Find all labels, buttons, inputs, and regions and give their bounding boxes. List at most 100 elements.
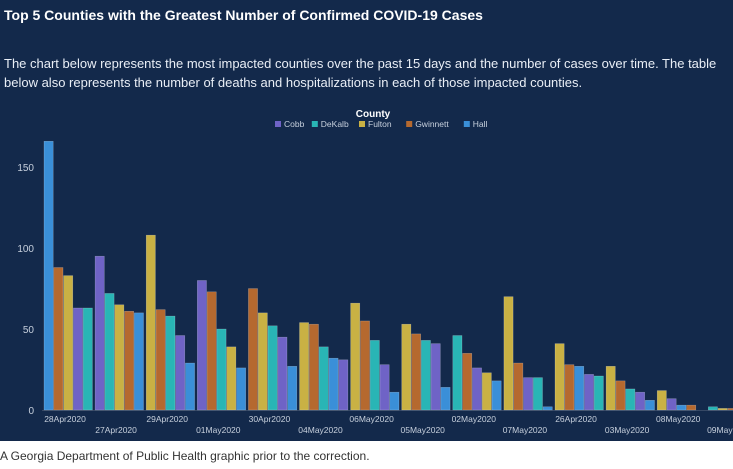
y-tick-label: 0 — [28, 406, 34, 417]
legend-swatch-cobb[interactable] — [275, 121, 281, 127]
bar-gwinnett[interactable] — [155, 309, 166, 411]
chart-description: The chart below represents the most impa… — [4, 56, 717, 90]
legend-swatch-dekalb[interactable] — [311, 121, 318, 127]
bar-gwinnett[interactable] — [53, 267, 64, 411]
bar-dekalb[interactable] — [318, 346, 329, 411]
bar-fulton[interactable] — [63, 275, 74, 411]
y-tick-label: 150 — [17, 163, 34, 174]
x-tick-label: 03May2020 — [605, 425, 650, 435]
bar-dekalb[interactable] — [165, 315, 176, 411]
x-tick-label: 07May2020 — [503, 425, 548, 435]
legend-title: County — [356, 109, 391, 120]
y-axis: 0 50 100 150 — [17, 163, 34, 417]
bar-series — [43, 140, 733, 411]
legend-label-hall[interactable]: Hall — [473, 119, 488, 129]
y-tick-label: 100 — [17, 244, 34, 255]
bar-fulton[interactable] — [257, 312, 268, 411]
x-tick-label: 06May2020 — [349, 414, 394, 424]
bar-gwinnett[interactable] — [615, 380, 626, 411]
bar-gwinnett[interactable] — [727, 408, 733, 411]
bar-cobb[interactable] — [430, 343, 441, 411]
bar-fulton[interactable] — [717, 408, 728, 411]
legend-label-gwinnett[interactable]: Gwinnett — [415, 119, 449, 129]
bar-hall[interactable] — [491, 380, 502, 411]
x-tick-label: 28Apr2020 — [44, 414, 86, 424]
bar-hall[interactable] — [43, 140, 54, 411]
bar-fulton[interactable] — [299, 322, 309, 411]
bar-cobb[interactable] — [523, 377, 533, 411]
legend-swatch-gwinnett[interactable] — [406, 121, 413, 127]
bar-hall[interactable] — [542, 406, 553, 411]
bar-dekalb[interactable] — [625, 388, 636, 411]
x-tick-label: 02May2020 — [452, 414, 497, 424]
bar-hall[interactable] — [185, 362, 195, 411]
bar-hall[interactable] — [236, 367, 246, 411]
bar-gwinnett[interactable] — [564, 364, 575, 411]
bar-fulton[interactable] — [656, 390, 667, 411]
bar-hall[interactable] — [389, 391, 400, 411]
bar-cobb[interactable] — [635, 391, 645, 411]
page-title: Top 5 Counties with the Greatest Number … — [4, 7, 483, 23]
bar-cobb[interactable] — [175, 335, 186, 411]
bar-dekalb[interactable] — [593, 375, 604, 411]
legend-swatch-fulton[interactable] — [359, 121, 365, 127]
legend-label-cobb[interactable]: Cobb — [284, 119, 305, 129]
bar-dekalb[interactable] — [82, 307, 93, 411]
x-tick-label: 01May2020 — [196, 425, 241, 435]
bar-hall[interactable] — [328, 357, 339, 411]
bar-gwinnett[interactable] — [248, 288, 258, 411]
bar-fulton[interactable] — [481, 372, 492, 411]
bar-fulton[interactable] — [114, 304, 125, 411]
bar-gwinnett[interactable] — [360, 320, 370, 411]
bar-hall[interactable] — [574, 366, 585, 411]
bar-hall[interactable] — [287, 366, 298, 411]
bar-dekalb[interactable] — [533, 377, 543, 411]
x-tick-label: 30Apr2020 — [249, 414, 291, 424]
legend-label-fulton[interactable]: Fulton — [368, 119, 392, 129]
bar-cobb[interactable] — [379, 364, 390, 411]
x-axis: 28Apr2020 27Apr2020 29Apr2020 01May2020 30Ap… — [42, 410, 733, 435]
bar-hall[interactable] — [676, 404, 687, 411]
bar-gwinnett[interactable] — [124, 310, 134, 411]
bar-cobb[interactable] — [472, 367, 482, 411]
legend-label-dekalb[interactable]: DeKalb — [321, 119, 349, 129]
bar-dekalb[interactable] — [369, 340, 380, 411]
bar-fulton[interactable] — [401, 323, 412, 411]
bar-cobb[interactable] — [277, 336, 288, 411]
bar-gwinnett[interactable] — [411, 333, 421, 411]
bar-fulton[interactable] — [350, 302, 361, 411]
bar-gwinnett[interactable] — [686, 404, 697, 411]
chart-panel: Top 5 Counties with the Greatest Number … — [0, 0, 733, 441]
bar-dekalb[interactable] — [421, 340, 431, 411]
bar-dekalb[interactable] — [216, 328, 227, 411]
bar-fulton[interactable] — [605, 366, 616, 411]
bar-fulton[interactable] — [503, 296, 514, 411]
bar-cobb[interactable] — [197, 280, 207, 411]
x-tick-label: 27Apr2020 — [95, 425, 137, 435]
bar-cobb[interactable] — [338, 359, 349, 411]
bar-cobb[interactable] — [666, 398, 677, 411]
x-tick-label: 04May2020 — [298, 425, 343, 435]
bar-gwinnett[interactable] — [206, 291, 217, 411]
bar-fulton[interactable] — [554, 343, 565, 411]
bar-gwinnett[interactable] — [513, 362, 524, 411]
bar-dekalb[interactable] — [452, 335, 463, 411]
bar-gwinnett[interactable] — [462, 353, 473, 411]
x-tick-label: 09May2020 — [707, 425, 733, 435]
bar-fulton[interactable] — [145, 234, 156, 411]
bar-cobb[interactable] — [94, 255, 105, 411]
bar-hall[interactable] — [134, 312, 144, 411]
bar-gwinnett[interactable] — [309, 323, 319, 411]
bar-fulton[interactable] — [226, 346, 237, 411]
bar-dekalb[interactable] — [104, 293, 115, 411]
bar-hall[interactable] — [645, 400, 655, 411]
bar-hall[interactable] — [440, 387, 451, 411]
image-caption: A Georgia Department of Public Health gr… — [0, 449, 370, 463]
x-tick-label: 08May2020 — [656, 414, 701, 424]
bar-cobb[interactable] — [73, 307, 83, 411]
bar-cobb[interactable] — [584, 374, 594, 411]
legend-swatch-hall[interactable] — [463, 121, 470, 127]
bar-dekalb[interactable] — [267, 325, 278, 411]
bar-dekalb[interactable] — [708, 406, 718, 411]
x-tick-label: 29Apr2020 — [146, 414, 188, 424]
